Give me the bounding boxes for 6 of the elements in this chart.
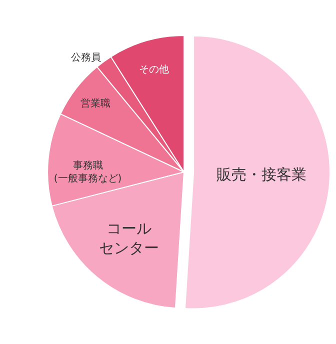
slice-label: 販売・接客業 [216,165,307,184]
slice-label: その他 [139,64,170,76]
slice-label: 営業職 [80,97,110,110]
slice-label: コールセンター [99,219,160,257]
slice-label: 公務員 [70,52,101,64]
slice-label: 事務職 (一般事務など) [54,160,122,184]
